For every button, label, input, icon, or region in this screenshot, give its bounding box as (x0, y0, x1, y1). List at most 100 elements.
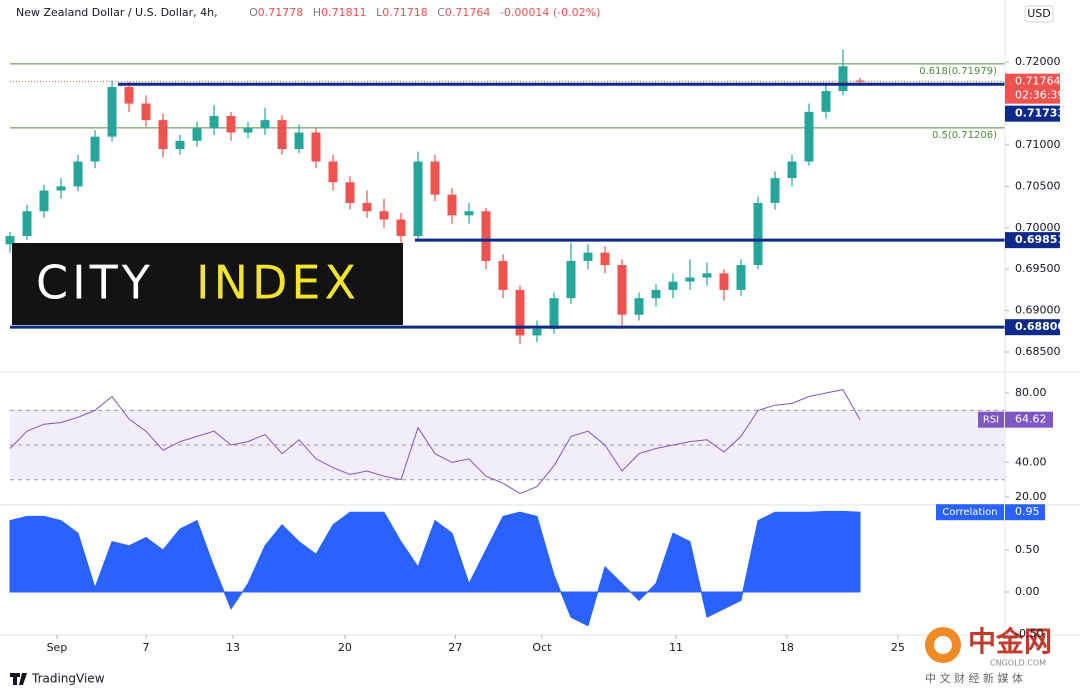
candle-body (736, 265, 746, 290)
level-label-box (1005, 105, 1060, 122)
correlation-area (9, 510, 861, 627)
candle-body (175, 140, 185, 150)
watermark-word: INDEX (196, 256, 360, 310)
candle-body (277, 120, 287, 150)
candle-body (22, 211, 32, 237)
candle-body (73, 161, 83, 187)
x-tick-label: 11 (669, 641, 683, 654)
y-tick-label: 0.70000 (1015, 221, 1061, 234)
candle-body (515, 289, 525, 336)
y-tick-label: 0.70500 (1015, 179, 1061, 192)
currency: USD (1027, 7, 1051, 20)
rsi-line (9, 389, 861, 495)
y-tick-label: -0.50 (1015, 627, 1043, 640)
candle-body (345, 182, 355, 203)
candle-body (56, 186, 66, 191)
indicator-name: RSI (983, 415, 999, 426)
level-label: 0.71733 (1015, 107, 1065, 120)
indicator-value: 0.95 (1015, 505, 1040, 518)
candle-body (549, 298, 559, 329)
candle-body (464, 211, 474, 216)
change: -0.00014 (-0.02%) (500, 6, 600, 19)
candle-body (5, 236, 15, 245)
candle-body (430, 161, 440, 195)
candle-body (90, 136, 100, 162)
y-tick-label: 0.71000 (1015, 138, 1061, 151)
ohlc-letter: L (376, 6, 383, 19)
fib-label: 0.618(0.71979) (919, 66, 997, 77)
candle-body (753, 202, 763, 266)
candle-body (141, 103, 151, 121)
watermark-box (12, 243, 403, 325)
candle-body (107, 86, 117, 137)
candle-body (685, 277, 695, 282)
indicator-value-box (1005, 411, 1053, 428)
countdown: 02:36:39 (1015, 89, 1064, 102)
footer-brand: TradingView (31, 672, 105, 686)
y-tick-label: 40.00 (1015, 455, 1047, 468)
x-tick-label: 18 (780, 641, 794, 654)
y-tick-label: 0.00 (1015, 585, 1040, 598)
last-price-label: 0.71764 (1015, 75, 1061, 88)
candle-body (447, 194, 457, 216)
tradingview-logo (10, 673, 27, 685)
y-tick-label: 0.72000 (1015, 55, 1061, 68)
candle-body (651, 289, 661, 299)
candle-body (209, 115, 219, 129)
x-tick-label: 27 (448, 641, 462, 654)
candle-body (719, 273, 729, 290)
indicator-name: Correlation (942, 507, 997, 518)
y-tick-label: 80.00 (1015, 386, 1047, 399)
ohlc-value: 0.71778 (258, 6, 304, 19)
level-label-box (1005, 319, 1060, 336)
indicator-name-box (978, 411, 1004, 428)
candle-body (770, 178, 780, 203)
candle-body (668, 281, 678, 290)
level-label: 0.68800 (1015, 320, 1065, 333)
source-site: CNGOLD.COM (990, 659, 1046, 668)
candle-body (804, 111, 814, 162)
candle-body (498, 260, 508, 290)
candle-body (379, 211, 389, 220)
candle-body (192, 128, 202, 141)
candle-body (532, 328, 542, 336)
currency-box (1024, 5, 1054, 23)
candle-body (600, 252, 610, 266)
y-tick-label: 0.69000 (1015, 304, 1061, 317)
plot-area: 0.618(0.71979) 0.5(0.71206) (5, 49, 1005, 627)
candle-body (702, 273, 712, 278)
ohlc-value: 0.71811 (321, 6, 367, 19)
candle-body (226, 115, 236, 133)
x-tick-label: 25 (891, 641, 905, 654)
x-tick-label: Oct (532, 641, 552, 654)
candle-body (243, 128, 253, 133)
header: New Zealand Dollar / U.S. Dollar, 4h, O0… (16, 6, 600, 19)
candle-body (413, 161, 423, 237)
ohlc-value: 0.71764 (445, 6, 491, 19)
candle-body (583, 252, 593, 261)
source-logo (934, 636, 952, 654)
candle-body (855, 80, 865, 82)
candle-body (294, 132, 304, 150)
source-tagline: 中 文 财 经 新 媒 体 (925, 671, 1023, 685)
y-tick-label: 20.00 (1015, 490, 1047, 503)
candle-body (634, 298, 644, 315)
indicator-value-box (1005, 504, 1045, 521)
candle-body (124, 86, 134, 104)
ohlc-letter: C (437, 6, 445, 19)
y-tick-label: 0.68500 (1015, 345, 1061, 358)
candle-body (396, 219, 406, 237)
fib-label: 0.5(0.71206) (932, 130, 997, 141)
last-price-box (1005, 73, 1060, 104)
candle-body (566, 260, 576, 299)
watermark-word: CITY (36, 256, 154, 310)
x-tick-label: 7 (143, 641, 150, 654)
ohlc-letter: O (249, 6, 258, 19)
candle-body (260, 120, 270, 129)
indicator-value: 64.62 (1015, 413, 1047, 426)
source-name: 中金网 (968, 625, 1052, 658)
y-tick-label: 0.50 (1015, 543, 1040, 556)
x-tick-label: Sep (47, 641, 68, 654)
ohlc-letter: H (313, 6, 321, 19)
